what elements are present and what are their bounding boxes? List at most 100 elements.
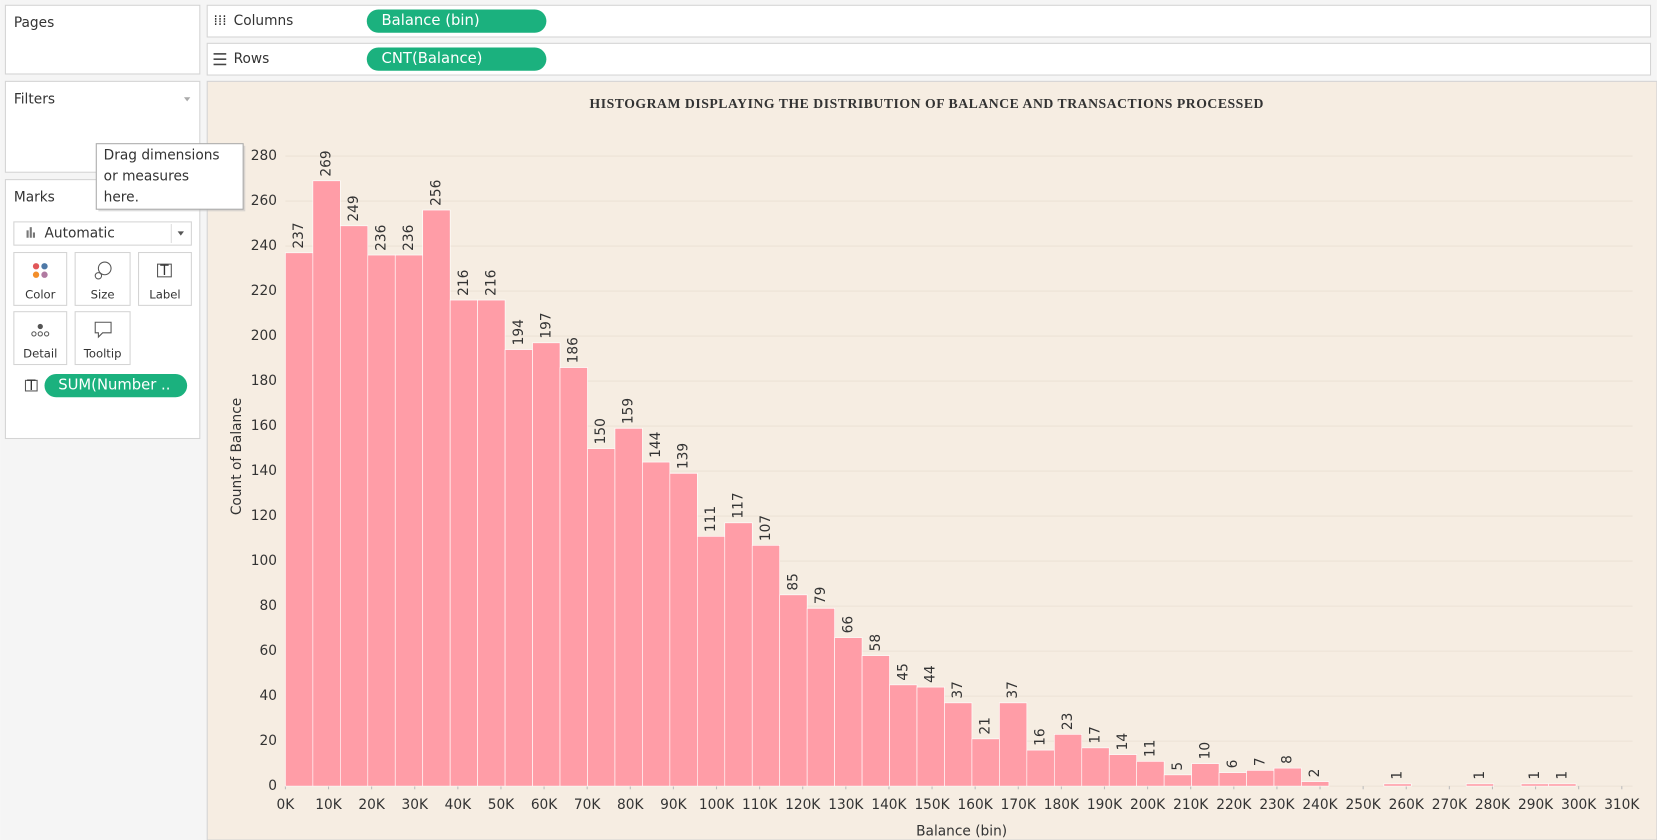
y-tick-label: 120 — [251, 508, 277, 524]
x-tick-label: 80K — [617, 797, 644, 813]
x-tick-label: 40K — [445, 797, 472, 813]
y-tick-label: 220 — [251, 283, 277, 299]
color-icon — [32, 263, 48, 278]
value-label: 107 — [758, 515, 774, 541]
bar — [1163, 774, 1192, 787]
detail-label[interactable]: Detail — [23, 346, 57, 360]
bar — [449, 299, 478, 787]
marks-pill-text[interactable]: SUM(Number .. — [58, 377, 170, 394]
value-label: 44 — [923, 665, 939, 682]
tooltip-label[interactable]: Tooltip — [83, 346, 122, 360]
size-button[interactable] — [74, 251, 131, 306]
bar — [1301, 781, 1330, 787]
bar — [724, 522, 753, 787]
x-tick-label: 0K — [277, 797, 296, 813]
value-label: 256 — [428, 180, 444, 206]
value-label: 194 — [511, 319, 527, 345]
value-label: 85 — [785, 573, 801, 590]
tooltip-icon — [94, 321, 112, 339]
bar — [971, 738, 1000, 787]
y-tick-label: 280 — [251, 148, 277, 164]
y-tick-label: 20 — [259, 733, 276, 749]
x-tick-label: 210K — [1173, 797, 1209, 813]
rows-pill-text[interactable]: CNT(Balance) — [382, 50, 483, 67]
bar — [642, 461, 671, 787]
dropdown-arrow[interactable] — [177, 231, 184, 236]
pages-panel — [4, 4, 201, 75]
value-label: 117 — [731, 492, 747, 518]
x-tick-label: 290K — [1518, 797, 1554, 813]
bar — [587, 448, 616, 787]
bar — [834, 637, 863, 787]
columns-pill-text[interactable]: Balance (bin) — [382, 12, 480, 29]
y-tick-label: 260 — [251, 193, 277, 209]
bar — [1081, 747, 1110, 787]
bar — [696, 536, 726, 787]
detail-icon — [31, 323, 50, 337]
bar — [944, 702, 973, 787]
mark-type-text[interactable]: Automatic — [44, 226, 114, 242]
x-tick-label: 30K — [402, 797, 429, 813]
x-tick-label: 160K — [958, 797, 994, 813]
tooltip-button[interactable] — [74, 311, 131, 366]
x-tick-label: 130K — [828, 797, 864, 813]
value-label: 197 — [538, 312, 554, 338]
value-label: 236 — [401, 225, 417, 251]
rows-icon — [213, 53, 227, 66]
label-button[interactable] — [138, 251, 192, 306]
x-tick-label: 300K — [1561, 797, 1597, 813]
tooltip-box — [95, 143, 244, 210]
x-tick-label: 90K — [660, 797, 687, 813]
x-tick-label: 200K — [1130, 797, 1166, 813]
label-icon: T — [157, 263, 172, 279]
bar — [477, 299, 506, 787]
label-label[interactable]: Label — [149, 287, 180, 301]
x-tick-label: 120K — [785, 797, 821, 813]
color-label[interactable]: Color — [25, 287, 56, 301]
mark-type-dropdown[interactable] — [13, 221, 192, 246]
y-tick-label: 100 — [251, 553, 277, 569]
color-button[interactable] — [13, 251, 68, 306]
bar — [1136, 761, 1165, 787]
y-tick-label: 0 — [268, 778, 277, 794]
value-label: 17 — [1087, 726, 1103, 743]
value-label: 37 — [950, 681, 966, 698]
value-label: 159 — [621, 398, 637, 424]
mark-type-icon — [26, 227, 35, 238]
x-tick-label: 150K — [914, 797, 950, 813]
bar — [1548, 783, 1577, 787]
detail-button[interactable] — [13, 311, 68, 366]
marks-pill[interactable] — [44, 374, 188, 398]
filters-menu[interactable] — [183, 97, 191, 102]
x-tick-label: 270K — [1432, 797, 1468, 813]
bar — [504, 349, 533, 787]
filters-title: Filters — [14, 91, 55, 107]
columns-label: Columns — [234, 13, 294, 29]
size-label[interactable]: Size — [91, 287, 115, 301]
y-tick-label: 200 — [251, 328, 277, 344]
x-axis-label: Balance (bin) — [916, 824, 1007, 840]
value-label: 11 — [1142, 740, 1158, 757]
x-tick-label: 230K — [1259, 797, 1295, 813]
x-tick-label: 50K — [488, 797, 515, 813]
x-tick-label: 250K — [1346, 797, 1382, 813]
value-label: 21 — [978, 717, 994, 734]
y-tick-label: 160 — [251, 418, 277, 434]
value-label: 10 — [1197, 742, 1213, 759]
x-tick-label: 310K — [1604, 797, 1640, 813]
value-label: 186 — [566, 337, 582, 363]
bar — [1383, 783, 1412, 787]
x-tick-label: 70K — [574, 797, 601, 813]
value-label: 16 — [1033, 728, 1049, 745]
columns-pill[interactable] — [366, 9, 547, 33]
tooltip-line: Drag dimensions — [104, 147, 220, 163]
bar — [422, 209, 451, 787]
bar — [1053, 734, 1083, 787]
value-label: 249 — [346, 195, 362, 221]
value-label: 1 — [1390, 771, 1406, 780]
bar — [1273, 767, 1302, 787]
y-tick-label: 60 — [259, 643, 276, 659]
x-tick-label: 220K — [1216, 797, 1252, 813]
rows-pill[interactable] — [366, 47, 547, 71]
